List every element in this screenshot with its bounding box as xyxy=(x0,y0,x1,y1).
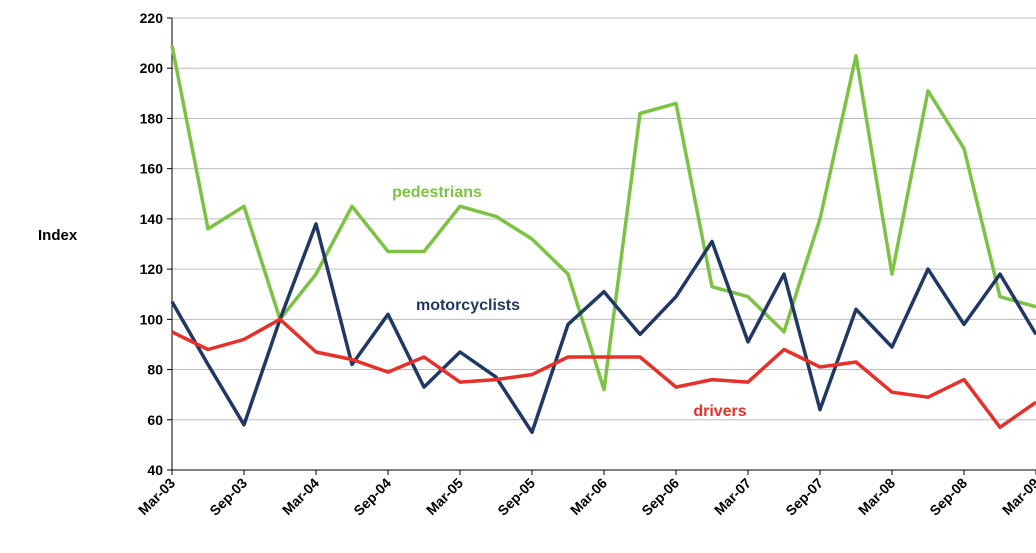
x-tick-label: Mar-09 xyxy=(999,475,1036,518)
series-line xyxy=(170,222,1036,435)
series-line xyxy=(171,317,1036,430)
x-tick-label: Mar-07 xyxy=(711,475,754,518)
y-tick-label: 100 xyxy=(140,311,164,327)
series-label: drivers xyxy=(693,403,746,420)
y-tick-label: 180 xyxy=(140,110,164,126)
y-tick-label: 120 xyxy=(140,261,164,277)
y-tick-label: 220 xyxy=(140,10,164,26)
y-tick-label: 140 xyxy=(140,211,164,227)
y-tick-label: 60 xyxy=(147,412,163,428)
x-tick-label: Sep-08 xyxy=(926,475,970,519)
series-label: motorcyclists xyxy=(416,297,520,314)
x-tick-label: Sep-05 xyxy=(494,475,538,519)
x-tick-label: Sep-03 xyxy=(206,475,250,519)
x-tick-label: Mar-04 xyxy=(279,475,322,518)
y-tick-label: 80 xyxy=(147,362,163,378)
series-label: pedestrians xyxy=(392,184,482,201)
y-tick-label: 160 xyxy=(140,161,164,177)
y-tick-label: 200 xyxy=(140,60,164,76)
x-tick-label: Sep-04 xyxy=(350,475,394,519)
x-tick-label: Sep-07 xyxy=(782,475,826,519)
x-tick-label: Mar-08 xyxy=(855,475,898,518)
x-tick-label: Mar-06 xyxy=(567,475,610,518)
x-tick-label: Mar-05 xyxy=(423,475,466,518)
series-line xyxy=(170,45,1036,392)
y-axis-label: Index xyxy=(38,227,78,244)
x-tick-label: Mar-03 xyxy=(135,475,178,518)
y-tick-label: 40 xyxy=(147,462,163,478)
x-tick-label: Sep-06 xyxy=(638,475,682,519)
